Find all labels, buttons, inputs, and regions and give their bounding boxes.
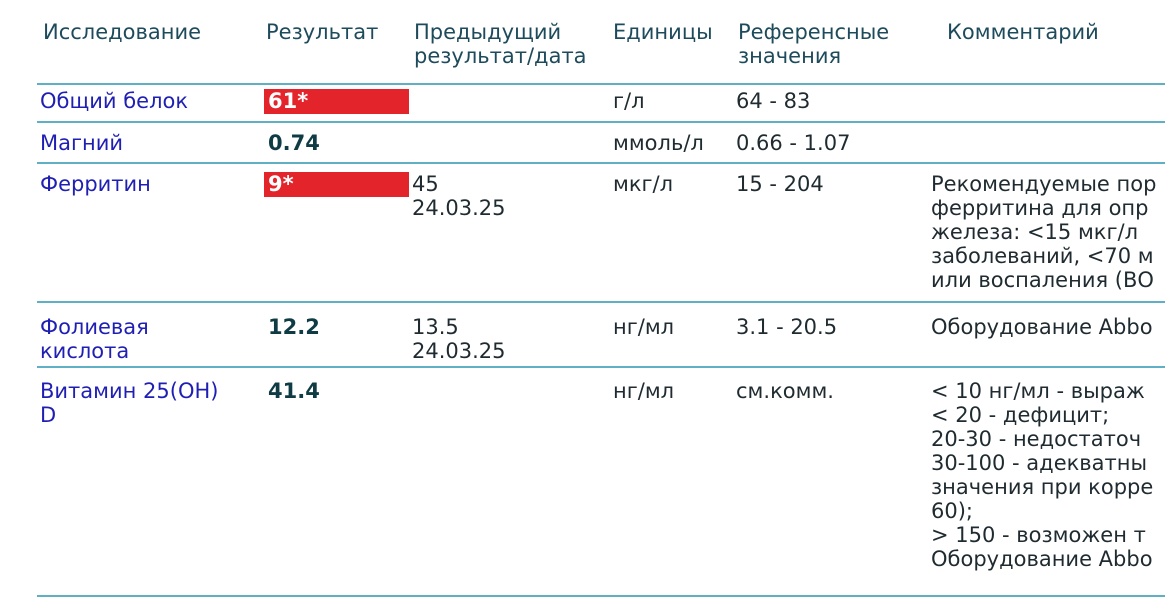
units: мкг/л	[613, 172, 674, 196]
reference-range: 0.66 - 1.07	[736, 131, 851, 155]
previous-result: 13.5 24.03.25	[412, 315, 506, 363]
divider	[37, 121, 1165, 123]
test-name: Общий белок	[40, 89, 189, 113]
divider	[37, 162, 1165, 164]
divider	[37, 366, 1165, 368]
result-value-flagged: 9*	[264, 172, 409, 197]
test-name: Витамин 25(OH) D	[40, 379, 219, 427]
units: г/л	[613, 89, 645, 113]
reference-range: 3.1 - 20.5	[736, 315, 838, 339]
result-value-flagged: 61*	[264, 89, 409, 114]
comment: Рекомендуемые пор ферритина для опр желе…	[931, 172, 1157, 292]
divider	[37, 83, 1165, 85]
units: нг/мл	[613, 315, 675, 339]
header-previous: Предыдущий результат/дата	[414, 20, 587, 68]
divider	[37, 595, 1165, 597]
divider	[37, 301, 1165, 303]
header-units: Единицы	[613, 20, 713, 44]
units: нг/мл	[613, 379, 675, 403]
test-name: Ферритин	[40, 172, 151, 196]
reference-range: 64 - 83	[736, 89, 811, 113]
header-result: Результат	[266, 20, 379, 44]
previous-result: 45 24.03.25	[412, 172, 506, 220]
test-name: Фолиевая кислота	[40, 315, 149, 363]
reference-range: 15 - 204	[736, 172, 824, 196]
result-value: 12.2	[268, 315, 320, 339]
test-name: Магний	[40, 131, 124, 155]
header-comment: Комментарий	[947, 20, 1099, 44]
table-header: Исследование Результат Предыдущий резуль…	[0, 20, 1165, 77]
result-value: 41.4	[268, 379, 320, 403]
units: ммоль/л	[613, 131, 704, 155]
comment: < 10 нг/мл - выраж < 20 - дефицит; 20-30…	[931, 379, 1154, 571]
reference-range: см.комм.	[736, 379, 834, 403]
header-test: Исследование	[43, 20, 202, 44]
comment: Оборудование Abbo	[931, 315, 1153, 339]
header-reference: Референсные значения	[738, 20, 890, 68]
result-value: 0.74	[268, 131, 320, 155]
